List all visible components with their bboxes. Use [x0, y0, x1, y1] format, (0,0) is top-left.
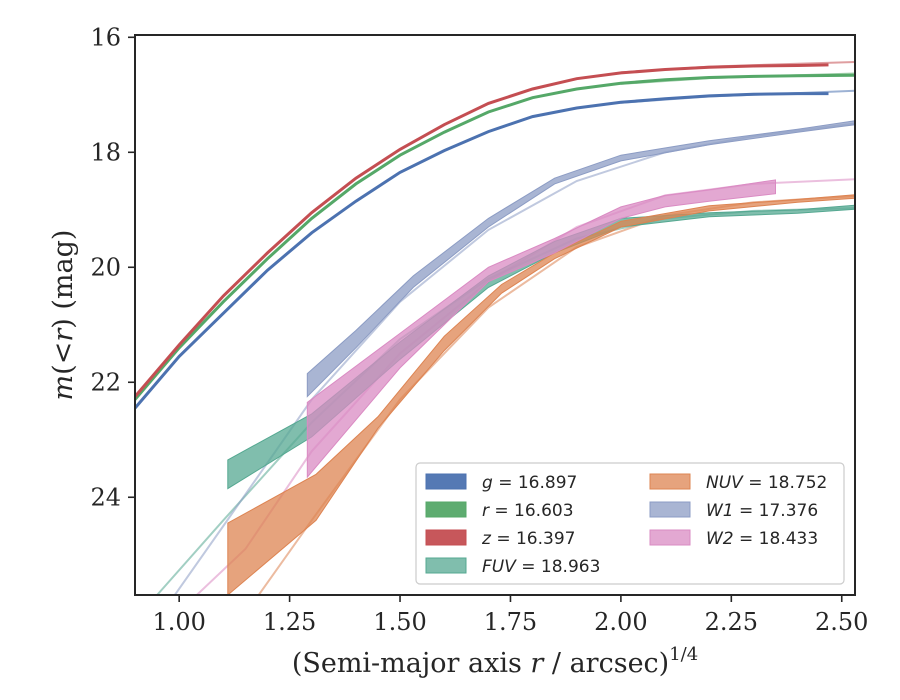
y-tick-label: 18 [90, 138, 121, 166]
w2-profile-band [306, 179, 776, 479]
w1-profile-band [306, 120, 855, 398]
x-tick-label: 1.00 [152, 608, 205, 636]
legend-band-value: = 16.397 [491, 529, 576, 549]
x-tick-label: 2.25 [705, 608, 758, 636]
legend-swatch-fuv [425, 557, 467, 574]
legend-band-value: = 18.752 [743, 473, 828, 493]
x-axis-title-var: r [530, 648, 545, 679]
y-tick-label: 22 [90, 368, 121, 396]
legend-label-z: z = 16.397 [481, 529, 575, 549]
x-axis-title-main: (Semi-major axis [292, 648, 531, 679]
legend-swatch-z [425, 529, 467, 546]
legend-label-w2: W2 = 18.433 [706, 529, 818, 549]
y-axis-title-r: r [48, 327, 79, 342]
legend-band-name: FUV [482, 557, 517, 577]
legend-swatch-w1 [649, 501, 691, 518]
x-axis-title: (Semi-major axis r / arcsec)1/4 [292, 644, 698, 679]
legend-label-g: g = 16.897 [482, 473, 577, 493]
legend-swatch-nuv [649, 473, 691, 490]
y-tick-label: 24 [90, 483, 121, 511]
y-tick-label: 16 [90, 23, 121, 51]
legend-frame [415, 462, 845, 585]
r-profile-line [135, 73, 855, 401]
legend-band-name: z [481, 529, 492, 549]
plot-frame [134, 34, 856, 596]
legend-swatch-g [425, 473, 467, 490]
legend-label-r: r = 16.603 [482, 501, 574, 521]
legend-swatch-w2 [649, 529, 691, 546]
y-axis-title: m(<r) (mag) [48, 230, 79, 401]
y-axis-title-close: ) (mag) [48, 230, 79, 329]
g-profile-line [135, 92, 829, 410]
legend-label-nuv: NUV = 18.752 [706, 473, 827, 493]
legend-band-value: = 16.897 [493, 473, 578, 493]
x-tick-label: 2.50 [815, 608, 868, 636]
y-tick-label: 20 [90, 253, 121, 281]
x-axis-title-exponent: 1/4 [669, 644, 698, 665]
legend-band-value: = 18.433 [734, 529, 819, 549]
x-tick-label: 1.50 [373, 608, 426, 636]
legend-band-name: W1 [706, 501, 734, 521]
legend-band-name: g [482, 473, 493, 493]
x-tick-label: 1.75 [484, 608, 537, 636]
legend-band-value: = 18.963 [516, 557, 601, 577]
z-profile-line [135, 63, 829, 398]
legend-band-name: r [482, 501, 490, 521]
legend-label-fuv: FUV = 18.963 [482, 557, 600, 577]
data-layer [135, 61, 855, 595]
x-tick-label: 1.25 [263, 608, 316, 636]
y-axis-title-m: m [48, 375, 79, 401]
legend-band-name: W2 [706, 529, 734, 549]
legend-band-value: = 17.376 [734, 501, 819, 521]
y-axis-title-paren: (< [48, 342, 79, 375]
legend-swatch-r [425, 501, 467, 518]
legend-label-w1: W1 = 17.376 [706, 501, 818, 521]
x-axis-title-units: / arcsec) [543, 648, 669, 679]
x-tick-label: 2.00 [594, 608, 647, 636]
legend-band-value: = 16.603 [489, 501, 574, 521]
legend-band-name: NUV [706, 473, 744, 493]
nuv-profile-band [227, 194, 855, 595]
axes-layer: 1.00 1.25 1.50 1.75 2.00 2.25 2.50 16 18 20 22 24 [90, 23, 868, 636]
